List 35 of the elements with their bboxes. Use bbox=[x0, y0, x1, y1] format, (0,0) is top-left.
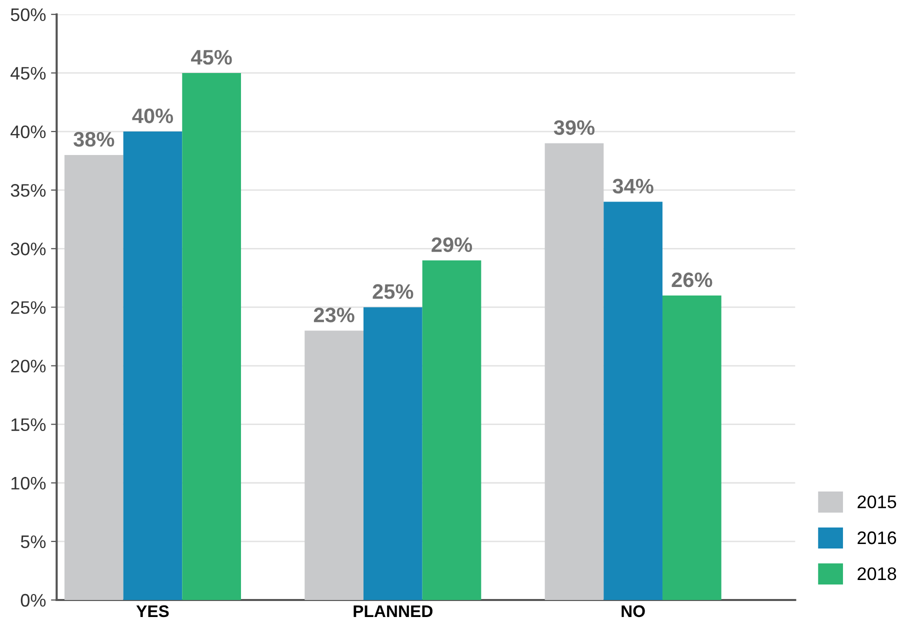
y-tick-label: 35% bbox=[10, 184, 46, 197]
legend-label: 2016 bbox=[858, 531, 896, 544]
data-label: 29% bbox=[432, 237, 472, 252]
data-label: 23% bbox=[314, 308, 354, 322]
bar bbox=[304, 330, 364, 600]
y-tick-label: 0% bbox=[20, 594, 46, 607]
bar bbox=[363, 307, 422, 600]
bar bbox=[64, 154, 124, 600]
bar bbox=[662, 295, 722, 600]
legend-label: 2015 bbox=[858, 495, 896, 508]
x-tick-label: PLANNED bbox=[354, 605, 432, 617]
x-tick-label: NO bbox=[622, 605, 645, 618]
bar bbox=[604, 202, 662, 600]
y-tick-label: 25% bbox=[11, 301, 46, 314]
y-tick-label: 30% bbox=[10, 242, 46, 256]
data-label: 26% bbox=[672, 272, 712, 288]
data-label: 39% bbox=[554, 120, 595, 135]
data-label: 34% bbox=[612, 178, 654, 194]
bar bbox=[422, 260, 482, 600]
data-label: 45% bbox=[191, 50, 232, 65]
y-tick-label: 10% bbox=[11, 476, 46, 490]
y-tick-label: 50% bbox=[10, 8, 46, 22]
y-tick-label: 40% bbox=[10, 125, 46, 138]
y-tick-label: 20% bbox=[11, 360, 46, 372]
y-tick-label: 15% bbox=[11, 418, 46, 432]
bar bbox=[123, 132, 182, 600]
data-label: 25% bbox=[372, 284, 414, 299]
data-label: 40% bbox=[132, 108, 174, 124]
x-tick-label: YES bbox=[136, 605, 169, 618]
data-label: 38% bbox=[74, 132, 114, 147]
y-tick-label: 45% bbox=[10, 66, 46, 80]
legend-label: 2018 bbox=[858, 567, 896, 580]
bar bbox=[182, 72, 241, 600]
y-tick-label: 5% bbox=[20, 535, 46, 548]
bar bbox=[544, 143, 604, 600]
